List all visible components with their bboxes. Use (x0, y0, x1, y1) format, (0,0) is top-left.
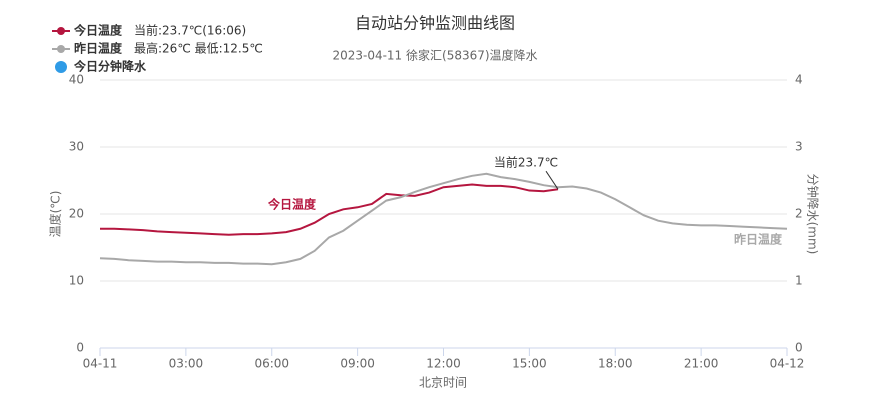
x-tick-label: 15:00 (512, 357, 547, 371)
x-tick-label: 03:00 (169, 357, 204, 371)
legend-note: 当前:23.7℃(16:06) (134, 23, 246, 38)
legend-note: 最高:26℃ 最低:12.5℃ (134, 41, 263, 56)
x-tick-label: 04-11 (83, 357, 118, 371)
line-label: 昨日温度 (734, 232, 783, 247)
chart-subtitle: 2023-04-11 徐家汇(58367)温度降水 (332, 48, 537, 63)
x-tick-label: 09:00 (340, 357, 375, 371)
series-line (99, 172, 788, 266)
x-tick-label: 21:00 (684, 357, 719, 371)
x-tick-label: 04-12 (770, 357, 805, 371)
annotation: 当前23.7℃ (494, 155, 558, 170)
legend-marker (55, 61, 67, 73)
y2-axis-title: 分钟降水(mm) (806, 174, 821, 255)
y-tick-label: 10 (69, 274, 84, 288)
y-tick-label: 20 (69, 207, 84, 221)
y2-tick-label: 4 (795, 73, 803, 87)
y2-tick-label: 1 (795, 274, 803, 288)
x-tick-label: 18:00 (598, 357, 633, 371)
y2-tick-label: 3 (795, 140, 803, 154)
y-tick-label: 40 (69, 73, 84, 87)
legend-label: 今日分钟降水 (73, 59, 147, 74)
chart-title: 自动站分钟监测曲线图 (355, 14, 515, 33)
y-tick-label: 30 (69, 140, 84, 154)
legend-marker (57, 27, 65, 35)
series-line (100, 183, 559, 236)
line-label: 今日温度 (267, 197, 317, 212)
x-axis-title: 北京时间 (419, 376, 467, 390)
x-tick-label: 06:00 (254, 357, 289, 371)
y2-tick-label: 2 (795, 207, 803, 221)
annotation-pointer (545, 170, 559, 190)
legend-label: 今日温度 (73, 23, 123, 38)
y-tick-label: 0 (76, 341, 84, 355)
legend-marker (57, 45, 65, 53)
x-tick-label: 12:00 (426, 357, 461, 371)
y2-tick-label: 0 (795, 341, 803, 355)
y-axis-title: 温度(℃) (48, 191, 63, 238)
legend-label: 昨日温度 (74, 41, 123, 56)
